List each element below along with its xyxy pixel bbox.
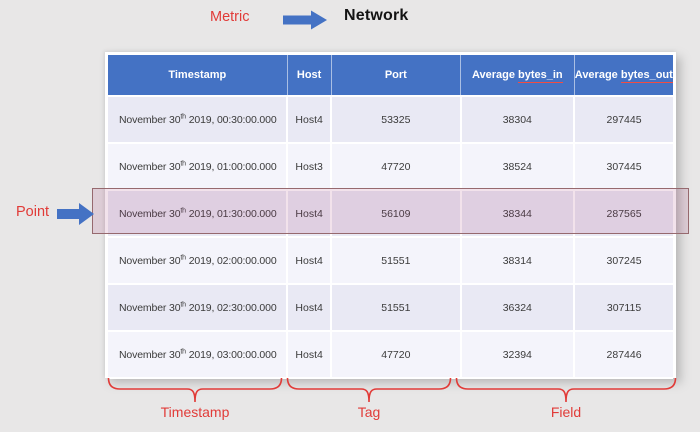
bytes-in-cell: 38314 [460,237,576,285]
host-cell: Host4 [287,331,333,379]
timestamp-cell: November 30th 2019, 02:30:00.000 [108,284,289,332]
brace-label-field: Field [550,404,582,420]
timestamp-cell: November 30th 2019, 01:00:00.000 [108,143,289,191]
host-cell: Host4 [287,190,333,238]
timestamp-brace [107,377,283,403]
table-row: November 30th 2019, 00:30:00.000 Host4 5… [108,96,673,144]
host-cell: Host4 [287,237,333,285]
ordinal-superscript: th [180,160,186,167]
header-host: Host [287,55,332,97]
spellcheck-underline: bytes_in [518,69,563,83]
metric-annotation: Metric Network [0,0,700,40]
ordinal-superscript: th [180,113,186,120]
bytes-in-cell: 38524 [460,143,576,191]
host-cell: Host4 [287,284,333,332]
bytes-out-cell: 307115 [574,284,673,332]
port-cell: 51551 [331,284,462,332]
bytes-out-cell: 307445 [574,143,673,191]
port-cell: 47720 [331,331,462,379]
header-average-bytes-in: Average bytes_in [460,55,575,97]
bytes-out-cell: 297445 [574,96,673,144]
bytes-out-cell: 287446 [574,331,673,379]
header-timestamp: Timestamp [108,55,288,97]
table-row: November 30th 2019, 01:30:00.000 Host4 5… [108,190,673,238]
field-brace [455,377,677,403]
port-cell: 53325 [331,96,462,144]
table-row: November 30th 2019, 03:00:00.000 Host4 4… [108,331,673,379]
bytes-in-cell: 32394 [460,331,576,379]
host-cell: Host4 [287,96,333,144]
metric-value: Network [344,7,409,24]
timestamp-cell: November 30th 2019, 02:00:00.000 [108,237,289,285]
table-row: November 30th 2019, 02:30:00.000 Host4 5… [108,284,673,332]
header-average-bytes-out: Average bytes_out [574,55,673,97]
timestamp-cell: November 30th 2019, 01:30:00.000 [108,190,289,238]
bytes-in-cell: 36324 [460,284,576,332]
metric-table: Timestamp Host Port Average bytes_in Ave… [108,55,673,379]
table-card: Timestamp Host Port Average bytes_in Ave… [105,52,676,379]
brace-label-tag: Tag [357,404,381,420]
metric-label: Metric [210,9,250,25]
spellcheck-underline: bytes_out [620,69,673,83]
tag-brace [286,377,452,403]
right-arrow-icon [283,10,327,30]
port-cell: 56109 [331,190,462,238]
table-header: Timestamp Host Port Average bytes_in Ave… [108,55,673,97]
port-cell: 47720 [331,143,462,191]
table-row: November 30th 2019, 02:00:00.000 Host4 5… [108,237,673,285]
host-cell: Host3 [287,143,333,191]
bytes-out-cell: 307245 [574,237,673,285]
ordinal-superscript: th [180,348,186,355]
table-body: November 30th 2019, 00:30:00.000 Host4 5… [108,96,673,379]
right-arrow-icon [57,203,94,225]
header-port: Port [331,55,462,97]
point-label: Point [16,204,50,220]
ordinal-superscript: th [180,254,186,261]
ordinal-superscript: th [180,301,186,308]
bytes-out-cell: 287565 [574,190,673,238]
bytes-in-cell: 38304 [460,96,576,144]
timestamp-cell: November 30th 2019, 00:30:00.000 [108,96,289,144]
brace-label-timestamp: Timestamp [160,404,230,420]
bytes-in-cell: 38344 [460,190,576,238]
table-row: November 30th 2019, 01:00:00.000 Host3 4… [108,143,673,191]
port-cell: 51551 [331,237,462,285]
ordinal-superscript: th [180,207,186,214]
timestamp-cell: November 30th 2019, 03:00:00.000 [108,331,289,379]
